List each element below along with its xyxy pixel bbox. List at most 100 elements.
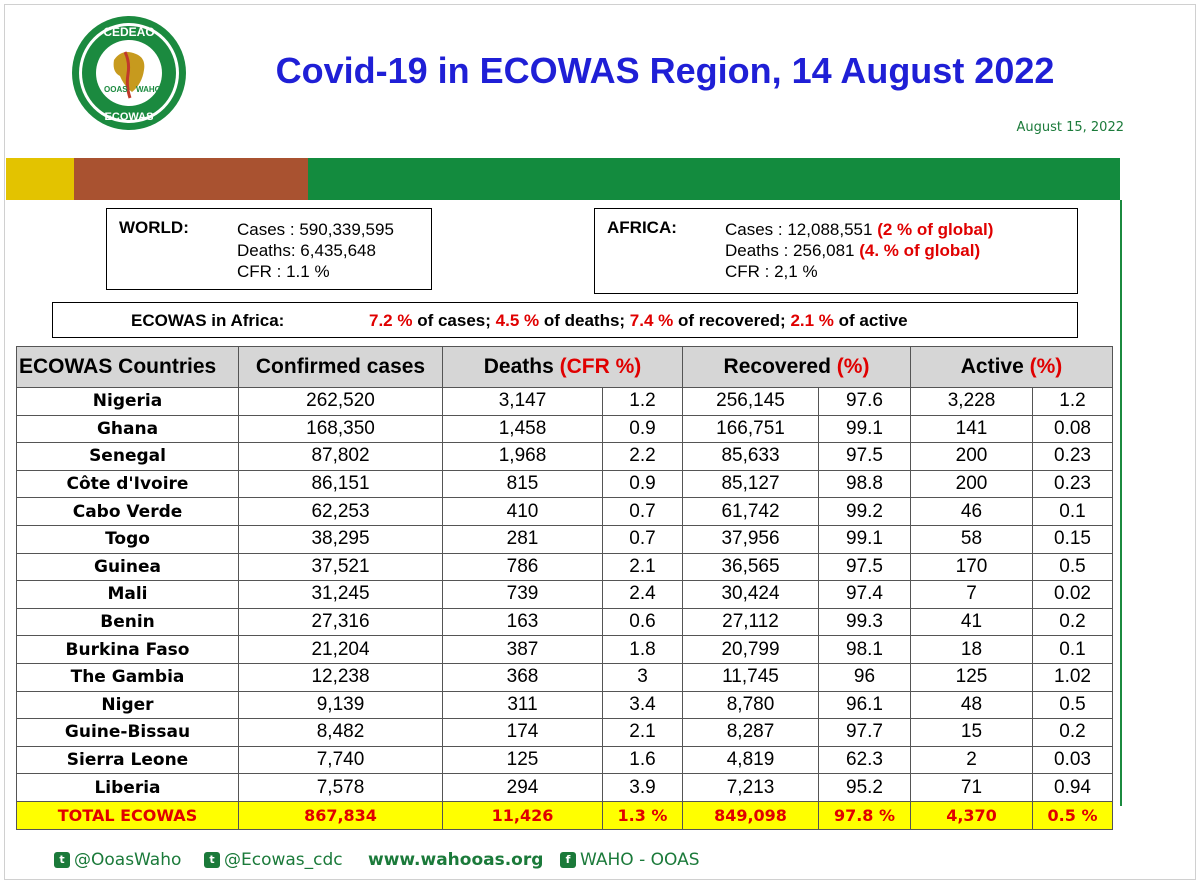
cell-cfr: 1.3 %	[602, 800, 683, 830]
twitter-icon: t	[204, 852, 220, 868]
cell-recovered: 4,819	[682, 745, 819, 775]
cell-country: Liberia	[16, 773, 239, 802]
cell-active-pct: 0.15	[1031, 524, 1114, 554]
cell-deaths: 410	[442, 497, 603, 526]
twitter-icon: t	[54, 852, 70, 868]
table-row: Guine-Bissau 8,482 174 2.1 8,287 97.7 15 0.2	[16, 718, 1114, 747]
cell-active: 58	[910, 524, 1033, 554]
header-active-suffix: (%)	[1029, 355, 1063, 378]
cell-active: 2	[910, 745, 1033, 775]
cell-recovered-pct: 97.8 %	[818, 800, 911, 830]
facebook-icon: f	[560, 852, 576, 868]
cell-confirmed: 21,204	[238, 635, 443, 664]
cell-confirmed: 8,482	[238, 718, 443, 747]
cell-recovered: 85,127	[682, 469, 819, 499]
header-active-label: Active	[960, 355, 1024, 378]
world-deaths: Deaths: 6,435,648	[237, 241, 376, 260]
cell-recovered: 8,780	[682, 690, 819, 720]
website-text: www.wahooas.org	[368, 850, 544, 870]
cell-confirmed: 31,245	[238, 580, 443, 609]
recovered-share-text: of recovered;	[673, 311, 791, 330]
cell-recovered-pct: 97.5	[818, 442, 911, 471]
cases-share-text: of cases;	[412, 311, 496, 330]
header-recovered: Recovered (%)	[682, 346, 911, 388]
cell-country: Guinea	[16, 552, 239, 582]
africa-cases-pct: (2 % of global)	[877, 220, 994, 239]
cell-recovered: 7,213	[682, 773, 819, 802]
table-row: Côte d'Ivoire 86,151 815 0.9 85,127 98.8 200 0.…	[16, 469, 1114, 499]
cell-active-pct: 0.1	[1031, 635, 1114, 664]
cell-active: 46	[910, 497, 1033, 526]
table-row: Burkina Faso 21,204 387 1.8 20,799 98.1 18 0.1	[16, 635, 1114, 664]
cell-cfr: 1.6	[602, 745, 683, 775]
cell-confirmed: 37,521	[238, 552, 443, 582]
twitter-link-1[interactable]: t @OoasWaho	[54, 850, 181, 870]
cell-deaths: 3,147	[442, 387, 603, 416]
cell-cfr: 2.1	[602, 552, 683, 582]
header-confirmed: Confirmed cases	[238, 346, 443, 388]
recovered-share: 7.4 %	[629, 311, 674, 330]
report-date: August 15, 2022	[1016, 120, 1124, 135]
world-cases: Cases : 590,339,595	[237, 220, 394, 239]
cell-active-pct: 0.03	[1031, 745, 1114, 775]
table-header-row: ECOWAS Countries Confirmed cases Deaths …	[16, 346, 1114, 388]
facebook-link[interactable]: f WAHO - OOAS	[560, 850, 700, 870]
band-brown	[74, 158, 308, 200]
cell-country: Ghana	[16, 414, 239, 444]
deaths-share-text: of deaths;	[539, 311, 630, 330]
active-share: 2.1 %	[790, 311, 834, 330]
table-row: Nigeria 262,520 3,147 1.2 256,145 97.6 3,228 1.…	[16, 387, 1114, 416]
cell-cfr: 1.2	[602, 387, 683, 416]
world-summary-box: WORLD: Cases : 590,339,595 Deaths: 6,435…	[106, 208, 432, 290]
cell-recovered-pct: 99.3	[818, 607, 911, 637]
twitter-link-2[interactable]: t @Ecowas_cdc	[204, 850, 343, 870]
svg-text:OOAS: OOAS	[104, 85, 128, 94]
header-deaths-label: Deaths	[483, 355, 554, 378]
cell-cfr: 2.2	[602, 442, 683, 471]
africa-summary-box: AFRICA: Cases : 12,088,551 (2 % of globa…	[594, 208, 1078, 294]
band-yellow	[6, 158, 74, 200]
cell-active-pct: 0.5	[1031, 552, 1114, 582]
cell-cfr: 1.8	[602, 635, 683, 664]
cell-cfr: 3.9	[602, 773, 683, 802]
cell-confirmed: 87,802	[238, 442, 443, 471]
cell-active-pct: 1.02	[1031, 662, 1114, 692]
africa-cases: Cases : 12,088,551	[725, 220, 873, 239]
cell-recovered-pct: 97.5	[818, 552, 911, 582]
cell-recovered: 36,565	[682, 552, 819, 582]
cell-country: Côte d'Ivoire	[16, 469, 239, 499]
cell-active-pct: 0.23	[1031, 469, 1114, 499]
cell-deaths: 1,458	[442, 414, 603, 444]
table-total-row: TOTAL ECOWAS 867,834 11,426 1.3 % 849,098 97.…	[16, 800, 1114, 830]
table-row: Niger 9,139 311 3.4 8,780 96.1 48 0.5	[16, 690, 1114, 720]
cell-active: 15	[910, 718, 1033, 747]
cell-recovered: 27,112	[682, 607, 819, 637]
twitter-handle-2: @Ecowas_cdc	[224, 850, 343, 870]
website-link[interactable]: www.wahooas.org	[368, 850, 543, 870]
cell-country: The Gambia	[16, 662, 239, 692]
world-label: WORLD:	[119, 218, 189, 237]
cell-country: Cabo Verde	[16, 497, 239, 526]
cell-active: 125	[910, 662, 1033, 692]
cell-confirmed: 27,316	[238, 607, 443, 637]
cell-cfr: 3	[602, 662, 683, 692]
cell-cfr: 0.9	[602, 414, 683, 444]
table-row: Mali 31,245 739 2.4 30,424 97.4 7 0.02	[16, 580, 1114, 609]
cell-active: 48	[910, 690, 1033, 720]
cell-active: 200	[910, 442, 1033, 471]
cell-recovered: 20,799	[682, 635, 819, 664]
table-row: Sierra Leone 7,740 125 1.6 4,819 62.3 2 0.03	[16, 745, 1114, 775]
cell-deaths: 1,968	[442, 442, 603, 471]
ecowas-in-africa-values: 7.2 % of cases; 4.5 % of deaths; 7.4 % o…	[369, 311, 908, 331]
cell-recovered: 30,424	[682, 580, 819, 609]
cell-deaths: 368	[442, 662, 603, 692]
cell-active: 41	[910, 607, 1033, 637]
table-row: The Gambia 12,238 368 3 11,745 96 125 1.02	[16, 662, 1114, 692]
header-recovered-suffix: (%)	[836, 355, 870, 378]
cell-active: 141	[910, 414, 1033, 444]
cell-active: 3,228	[910, 387, 1033, 416]
cell-country: Senegal	[16, 442, 239, 471]
cell-confirmed: 12,238	[238, 662, 443, 692]
cell-active-pct: 0.1	[1031, 497, 1114, 526]
table-row: Ghana 168,350 1,458 0.9 166,751 99.1 141 0.08	[16, 414, 1114, 444]
